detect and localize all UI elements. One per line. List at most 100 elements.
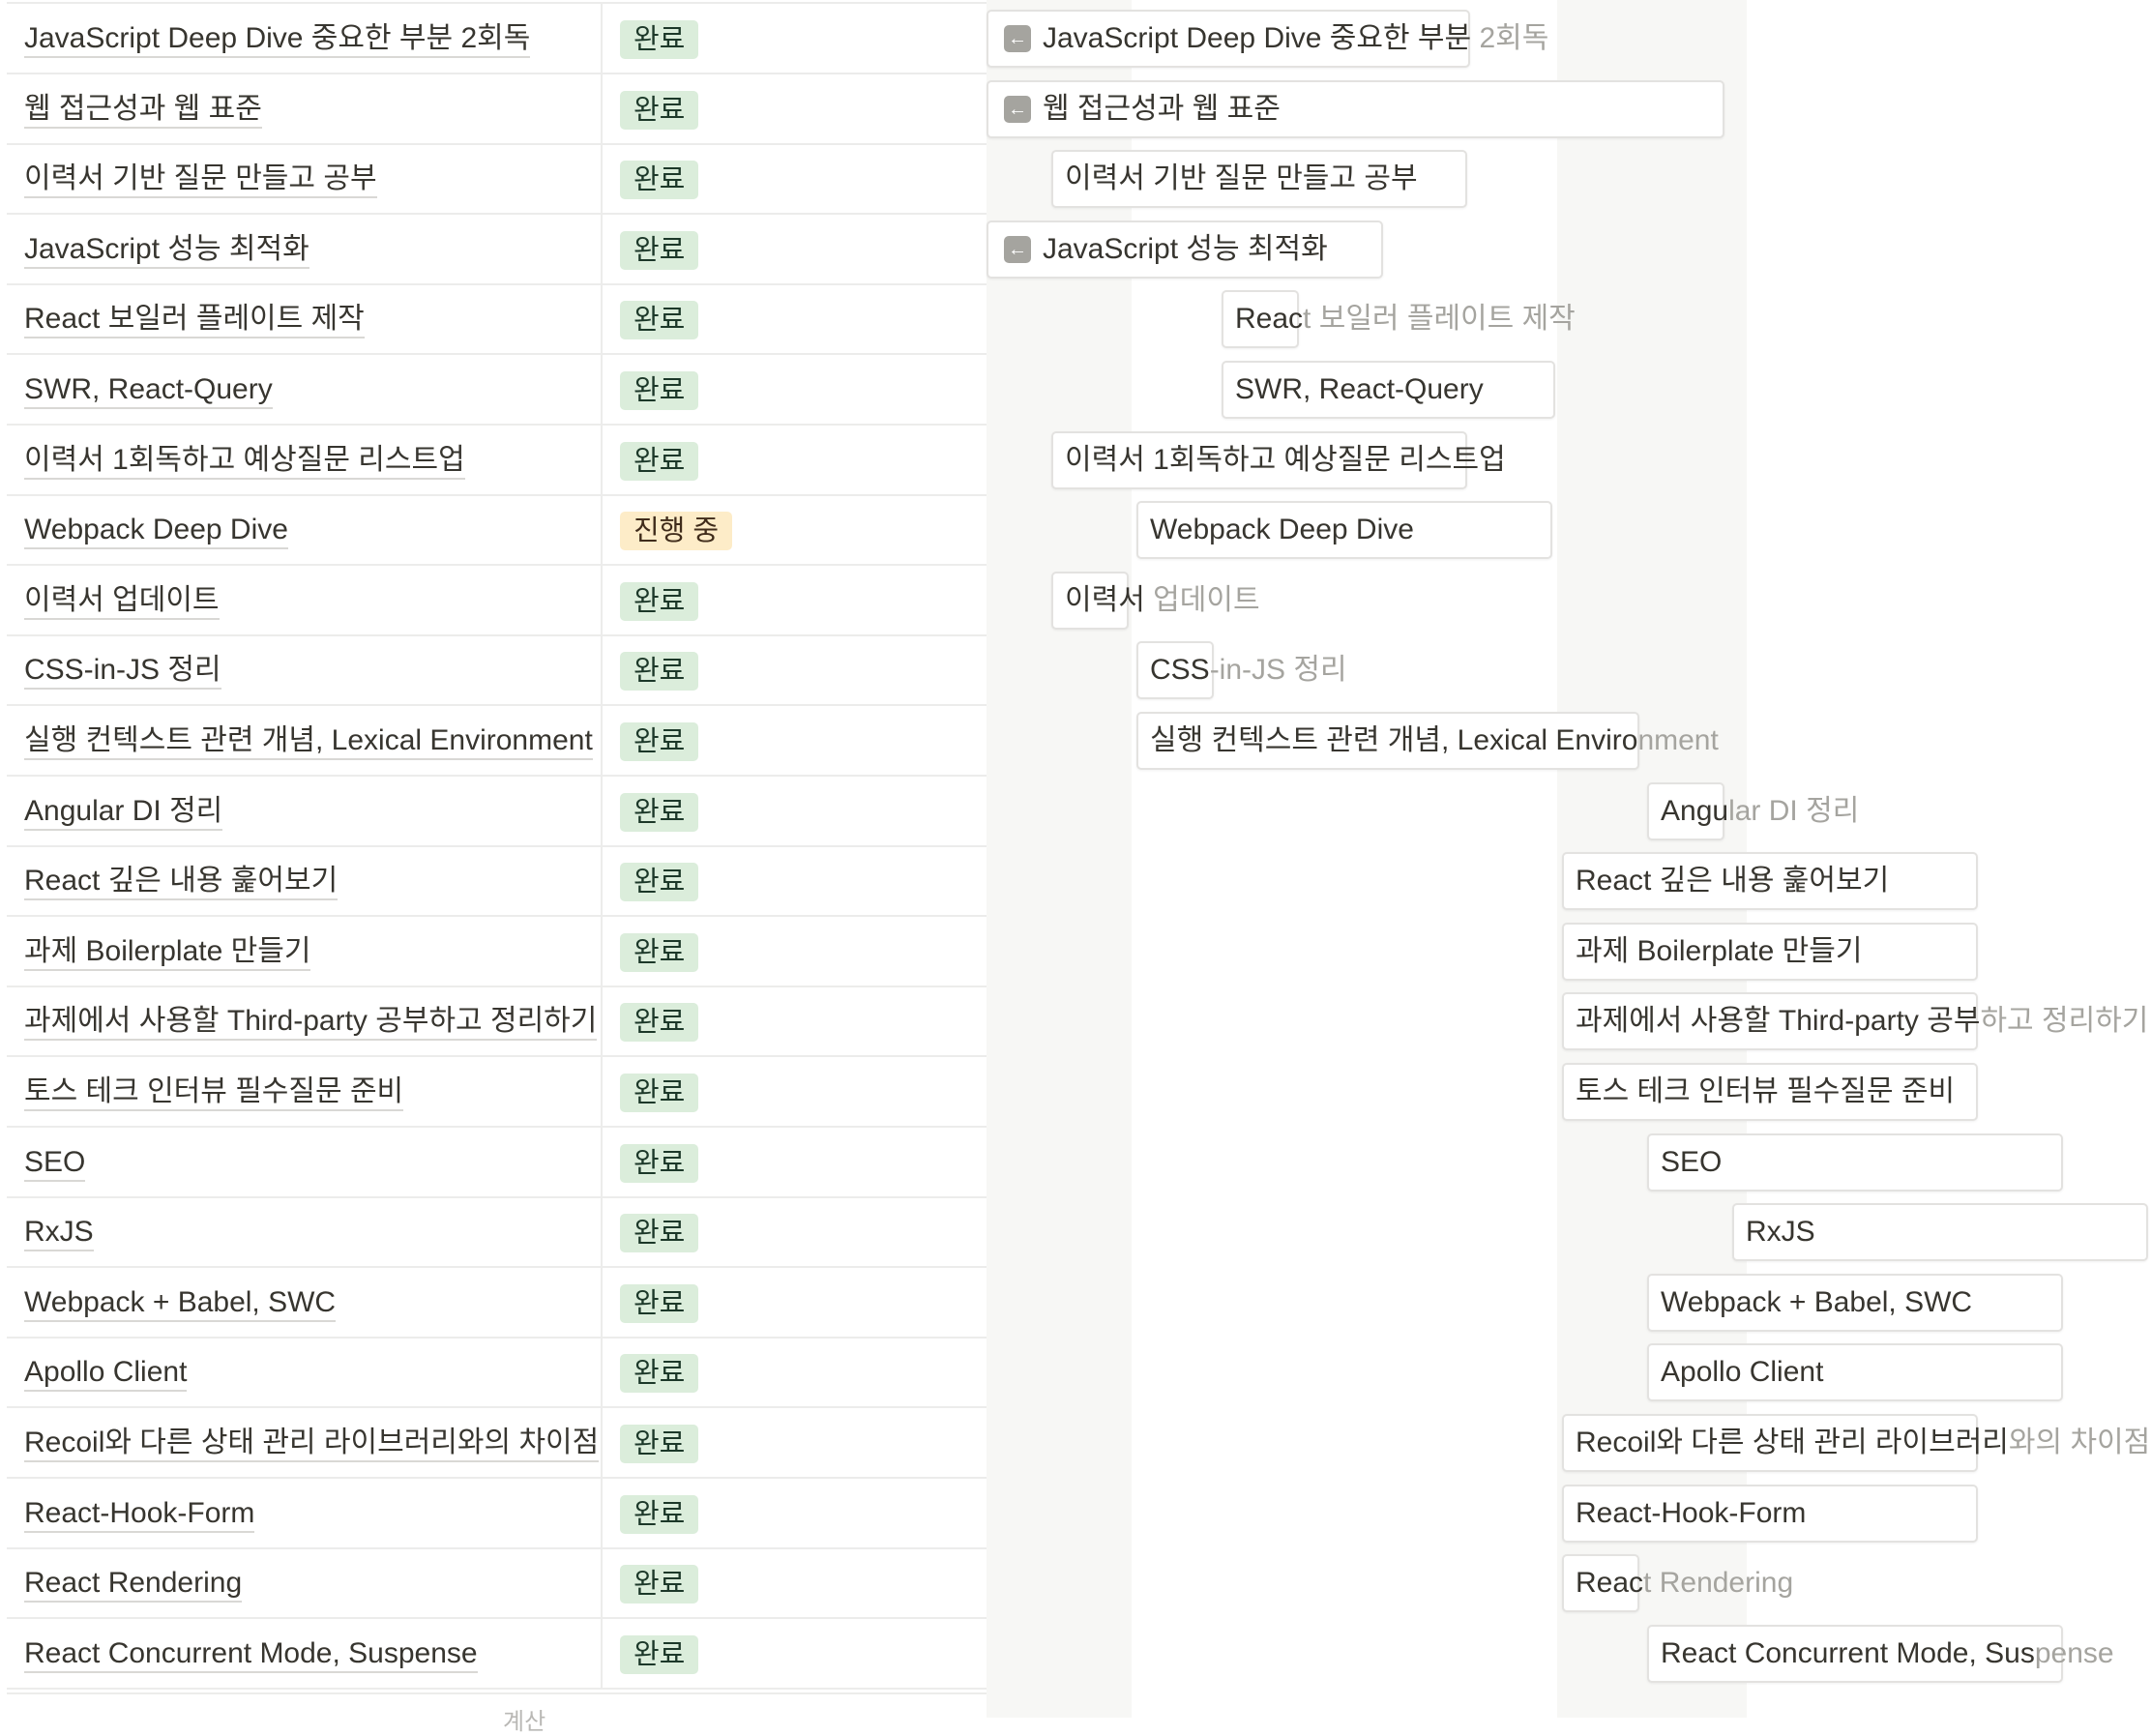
table-row[interactable]: 과제 Boilerplate 만들기 완료: [7, 916, 987, 987]
status-badge[interactable]: 완료: [620, 722, 699, 761]
task-name[interactable]: Webpack + Babel, SWC: [24, 1285, 337, 1322]
task-name[interactable]: Webpack Deep Dive: [24, 513, 288, 550]
task-name[interactable]: SEO: [24, 1145, 86, 1182]
table-row[interactable]: Recoil와 다른 상태 관리 라이브러리와의 차이점 완료: [7, 1408, 987, 1479]
status-badge[interactable]: 완료: [620, 90, 699, 130]
timeline-bar[interactable]: [1732, 1203, 2148, 1262]
task-name[interactable]: RxJS: [24, 1215, 94, 1252]
table-row[interactable]: React Concurrent Mode, Suspense 완료: [7, 1618, 987, 1690]
timeline-bar[interactable]: [987, 220, 1383, 279]
timeline-bar[interactable]: [1647, 1273, 2063, 1332]
table-row[interactable]: Webpack Deep Dive 진행 중: [7, 495, 987, 567]
timeline-bar[interactable]: [1647, 781, 1724, 840]
timeline-bar[interactable]: [1647, 1133, 2063, 1192]
timeline-bar[interactable]: [1562, 992, 1978, 1051]
task-name[interactable]: 이력서 1회독하고 예상질문 리스트업: [24, 443, 465, 480]
task-name[interactable]: React 깊은 내용 훑어보기: [24, 864, 339, 901]
timeline-bar[interactable]: [1562, 1414, 1978, 1472]
scroll-to-start-arrow-icon[interactable]: ←: [1004, 235, 1031, 263]
task-name[interactable]: Angular DI 정리: [24, 794, 223, 831]
task-name[interactable]: SWR, React-Query: [24, 372, 273, 409]
status-badge[interactable]: 완료: [620, 1074, 699, 1112]
status-badge[interactable]: 완료: [620, 161, 699, 200]
status-badge[interactable]: 완료: [620, 230, 699, 270]
task-name[interactable]: JavaScript 성능 최적화: [24, 232, 309, 269]
status-badge[interactable]: 완료: [620, 371, 699, 410]
task-name[interactable]: React Rendering: [24, 1566, 243, 1604]
timeline-bar[interactable]: [1647, 1343, 2063, 1402]
task-name[interactable]: 실행 컨텍스트 관련 개념, Lexical Environment: [24, 723, 593, 760]
status-badge[interactable]: 완료: [620, 1283, 699, 1323]
task-name[interactable]: CSS-in-JS 정리: [24, 653, 221, 691]
status-badge[interactable]: 완료: [620, 1565, 699, 1604]
task-name[interactable]: 이력서 업데이트: [24, 583, 220, 620]
status-badge[interactable]: 완료: [620, 20, 699, 59]
status-badge[interactable]: 완료: [620, 1214, 699, 1253]
task-name[interactable]: 웹 접근성과 웹 표준: [24, 92, 262, 129]
timeline-bar[interactable]: [1051, 571, 1129, 630]
task-name[interactable]: JavaScript Deep Dive 중요한 부분 2회독: [24, 21, 531, 58]
table-row[interactable]: 웹 접근성과 웹 표준 완료: [7, 74, 987, 145]
task-name[interactable]: 과제 Boilerplate 만들기: [24, 934, 311, 971]
timeline-bar[interactable]: [987, 79, 1724, 138]
task-name[interactable]: React-Hook-Form: [24, 1496, 255, 1533]
status-badge[interactable]: 완료: [620, 1003, 699, 1043]
status-badge[interactable]: 완료: [620, 581, 699, 621]
table-row[interactable]: JavaScript 성능 최적화 완료: [7, 214, 987, 285]
task-name[interactable]: Apollo Client: [24, 1355, 188, 1393]
table-row[interactable]: 이력서 1회독하고 예상질문 리스트업 완료: [7, 425, 987, 496]
table-row[interactable]: Angular DI 정리 완료: [7, 776, 987, 847]
table-row[interactable]: 과제에서 사용할 Third-party 공부하고 정리하기 완료: [7, 986, 987, 1058]
timeline-bar[interactable]: [1562, 1554, 1639, 1613]
table-row[interactable]: Apollo Client 완료: [7, 1338, 987, 1409]
table-row[interactable]: React Rendering 완료: [7, 1548, 987, 1620]
table-row[interactable]: CSS-in-JS 정리 완료: [7, 635, 987, 707]
table-row[interactable]: 이력서 기반 질문 만들고 공부 완료: [7, 144, 987, 216]
status-badge[interactable]: 완료: [620, 441, 699, 481]
status-badge[interactable]: 완료: [620, 301, 699, 340]
timeline-bar[interactable]: [1051, 430, 1467, 489]
status-badge[interactable]: 완료: [620, 932, 699, 972]
timeline-bar[interactable]: [1136, 641, 1214, 700]
table-row[interactable]: Webpack + Babel, SWC 완료: [7, 1267, 987, 1339]
task-name[interactable]: 과제에서 사용할 Third-party 공부하고 정리하기: [24, 1004, 598, 1042]
scroll-to-start-arrow-icon[interactable]: ←: [1004, 25, 1031, 52]
timeline-bar[interactable]: [1136, 712, 1639, 770]
task-name[interactable]: React 보일러 플레이트 제작: [24, 302, 365, 339]
status-badge[interactable]: 진행 중: [620, 512, 733, 551]
timeline-bar[interactable]: [1222, 361, 1555, 419]
timeline-bar[interactable]: [987, 10, 1470, 68]
task-name[interactable]: 이력서 기반 질문 만들고 공부: [24, 162, 377, 199]
table-row[interactable]: JavaScript Deep Dive 중요한 부분 2회독 완료: [7, 4, 987, 74]
timeline-bar[interactable]: [1051, 150, 1467, 209]
status-badge[interactable]: 완료: [620, 792, 699, 832]
timeline-bar[interactable]: [1136, 501, 1552, 560]
status-badge[interactable]: 완료: [620, 863, 699, 902]
timeline-bar[interactable]: [1562, 852, 1978, 911]
table-row[interactable]: SWR, React-Query 완료: [7, 355, 987, 426]
table-row[interactable]: RxJS 완료: [7, 1197, 987, 1269]
status-badge[interactable]: 완료: [620, 1425, 699, 1463]
timeline-bar[interactable]: [1562, 1484, 1978, 1543]
table-row[interactable]: 토스 테크 인터뷰 필수질문 준비 완료: [7, 1057, 987, 1128]
timeline-bar[interactable]: [1222, 290, 1299, 349]
task-name[interactable]: 토스 테크 인터뷰 필수질문 준비: [24, 1074, 404, 1111]
task-name[interactable]: Recoil와 다른 상태 관리 라이브러리와의 차이점: [24, 1426, 600, 1462]
status-badge[interactable]: 완료: [620, 1494, 699, 1534]
table-row[interactable]: React-Hook-Form 완료: [7, 1478, 987, 1549]
table-row[interactable]: React 깊은 내용 훑어보기 완료: [7, 846, 987, 918]
table-row[interactable]: 실행 컨텍스트 관련 개념, Lexical Environment 완료: [7, 706, 987, 777]
timeline-bar[interactable]: [1562, 922, 1978, 981]
status-badge[interactable]: 완료: [620, 1143, 699, 1183]
timeline-bar[interactable]: [1562, 1063, 1978, 1121]
status-badge[interactable]: 완료: [620, 1634, 699, 1674]
table-row[interactable]: SEO 완료: [7, 1127, 987, 1198]
status-badge[interactable]: 완료: [620, 652, 699, 691]
timeline-bar[interactable]: [1647, 1624, 2063, 1683]
scroll-to-start-arrow-icon[interactable]: ←: [1004, 95, 1031, 123]
calculate-hint[interactable]: 계산: [503, 1709, 546, 1735]
task-name[interactable]: React Concurrent Mode, Suspense: [24, 1636, 478, 1673]
table-row[interactable]: 이력서 업데이트 완료: [7, 565, 987, 636]
status-badge[interactable]: 완료: [620, 1354, 699, 1394]
table-row[interactable]: React 보일러 플레이트 제작 완료: [7, 284, 987, 356]
